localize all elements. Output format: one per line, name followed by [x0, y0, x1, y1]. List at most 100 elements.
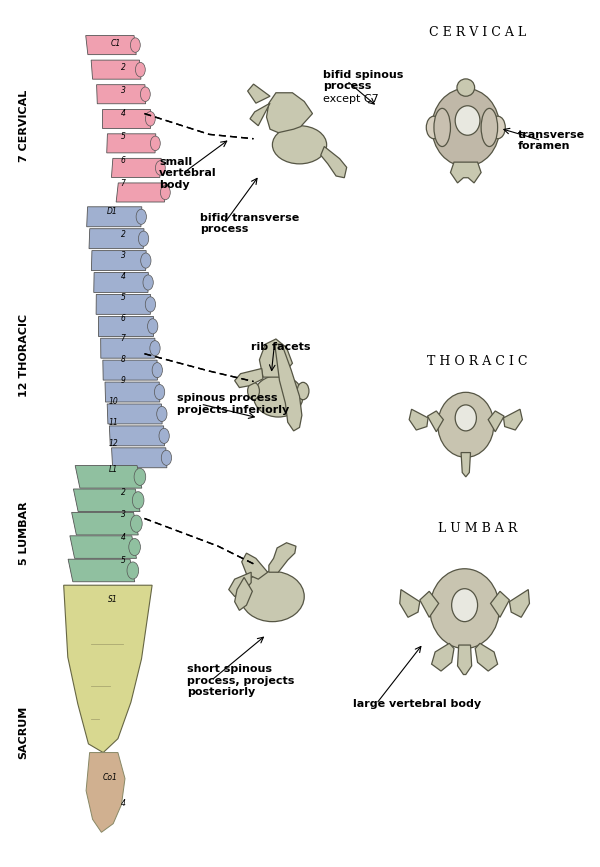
Polygon shape [242, 553, 268, 579]
Text: D1: D1 [107, 207, 118, 216]
Circle shape [134, 468, 146, 486]
Text: 12 THORACIC: 12 THORACIC [19, 314, 29, 397]
Polygon shape [503, 409, 523, 430]
Polygon shape [86, 207, 142, 226]
Text: small
vertebral
body: small vertebral body [159, 157, 217, 190]
Circle shape [297, 382, 309, 400]
Polygon shape [116, 183, 167, 202]
Polygon shape [70, 536, 136, 558]
Polygon shape [488, 411, 504, 432]
Text: short spinous
process, projects
posteriorly: short spinous process, projects posterio… [187, 664, 295, 697]
Text: L U M B A R: L U M B A R [438, 523, 517, 535]
Circle shape [133, 492, 144, 509]
Polygon shape [451, 162, 481, 183]
Text: 6: 6 [121, 314, 125, 323]
Text: 2: 2 [121, 488, 125, 497]
Circle shape [426, 116, 442, 139]
Text: 5: 5 [121, 556, 125, 564]
Circle shape [152, 362, 163, 378]
Ellipse shape [457, 79, 475, 96]
Polygon shape [491, 591, 509, 617]
Circle shape [140, 253, 151, 268]
Circle shape [145, 112, 155, 126]
Circle shape [155, 160, 165, 175]
Polygon shape [259, 339, 292, 377]
Text: 10: 10 [108, 397, 118, 406]
Polygon shape [101, 338, 155, 358]
Polygon shape [103, 360, 157, 380]
Circle shape [127, 562, 139, 579]
Ellipse shape [272, 126, 326, 164]
Circle shape [140, 87, 150, 101]
Text: 2: 2 [121, 231, 125, 239]
Text: SACRUM: SACRUM [19, 706, 29, 759]
Text: 4: 4 [121, 533, 125, 542]
Text: C1: C1 [110, 39, 121, 48]
Ellipse shape [432, 88, 500, 166]
Text: 3: 3 [121, 86, 125, 95]
Ellipse shape [455, 106, 480, 135]
Text: spinous process
projects inferiorly: spinous process projects inferiorly [177, 394, 289, 414]
Circle shape [136, 62, 145, 77]
Text: 4: 4 [121, 272, 125, 281]
Polygon shape [107, 134, 156, 153]
Text: 6: 6 [121, 156, 125, 165]
Polygon shape [235, 368, 263, 388]
Ellipse shape [430, 569, 499, 649]
Polygon shape [73, 489, 140, 512]
Circle shape [143, 275, 153, 290]
Circle shape [148, 319, 158, 334]
Polygon shape [91, 251, 146, 271]
Polygon shape [94, 272, 148, 292]
Polygon shape [275, 344, 302, 431]
Circle shape [139, 231, 149, 246]
Text: 5: 5 [121, 293, 125, 302]
Polygon shape [91, 60, 141, 79]
Text: bifid spinous
process: bifid spinous process [323, 70, 403, 91]
Circle shape [159, 428, 169, 443]
Polygon shape [409, 409, 428, 430]
Text: 7: 7 [121, 179, 125, 188]
Polygon shape [71, 512, 138, 535]
Circle shape [157, 407, 167, 421]
Text: bifid transverse
process: bifid transverse process [200, 213, 300, 234]
Circle shape [161, 450, 172, 466]
Ellipse shape [438, 392, 494, 458]
Polygon shape [89, 229, 144, 249]
Polygon shape [431, 643, 454, 671]
Polygon shape [266, 93, 313, 133]
Circle shape [160, 186, 170, 199]
Polygon shape [112, 448, 167, 468]
Text: transverse
foramen: transverse foramen [518, 130, 585, 151]
Circle shape [130, 38, 140, 52]
Circle shape [136, 209, 146, 225]
Text: 7 CERVICAL: 7 CERVICAL [19, 89, 29, 162]
Ellipse shape [241, 571, 304, 622]
Text: 5 LUMBAR: 5 LUMBAR [19, 501, 29, 565]
Polygon shape [105, 382, 160, 402]
Polygon shape [420, 591, 439, 617]
Ellipse shape [434, 108, 451, 147]
Text: L1: L1 [109, 466, 118, 474]
Text: 2: 2 [121, 63, 125, 72]
Polygon shape [427, 411, 443, 432]
Circle shape [150, 341, 160, 355]
Polygon shape [475, 643, 497, 671]
Text: 3: 3 [121, 251, 125, 260]
Ellipse shape [254, 375, 303, 417]
Polygon shape [64, 585, 152, 753]
Polygon shape [509, 590, 529, 617]
Polygon shape [75, 466, 142, 488]
Polygon shape [86, 36, 136, 55]
Text: large vertebral body: large vertebral body [353, 699, 481, 709]
Text: 11: 11 [108, 418, 118, 427]
Circle shape [131, 515, 142, 532]
Polygon shape [461, 453, 470, 477]
Polygon shape [269, 543, 296, 572]
Ellipse shape [452, 589, 478, 622]
Polygon shape [250, 103, 270, 126]
Polygon shape [102, 109, 151, 128]
Circle shape [154, 384, 165, 400]
Text: T H O R A C I C: T H O R A C I C [427, 355, 528, 368]
Ellipse shape [455, 405, 476, 431]
